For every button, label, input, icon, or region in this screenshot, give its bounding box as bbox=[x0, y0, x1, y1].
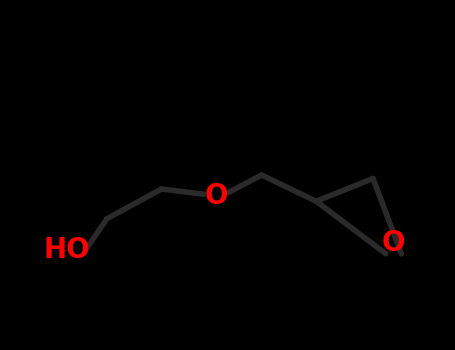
Text: O: O bbox=[204, 182, 228, 210]
Text: HO: HO bbox=[43, 236, 90, 264]
Text: O: O bbox=[382, 229, 405, 257]
